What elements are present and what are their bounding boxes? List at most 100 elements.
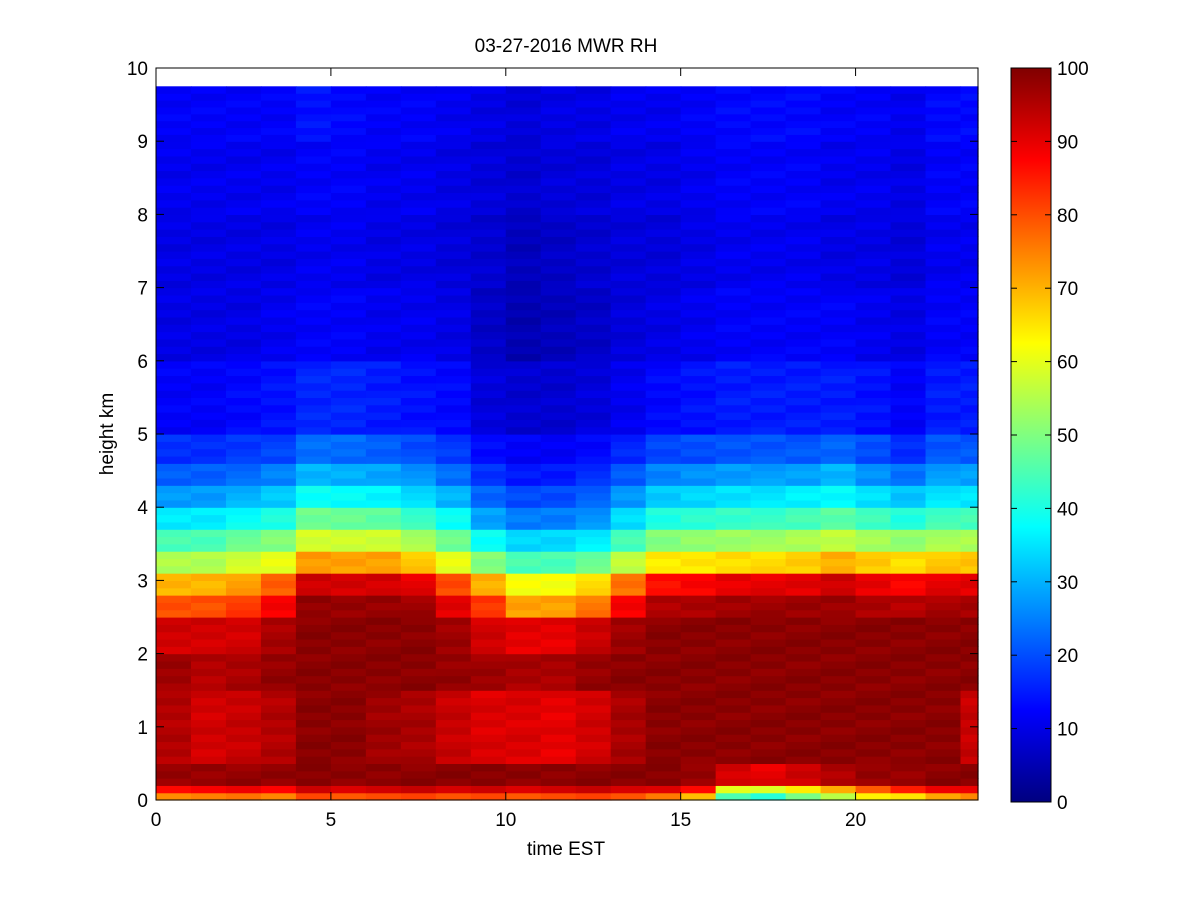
heatmap-cell	[470, 595, 507, 603]
heatmap-cell	[190, 272, 227, 281]
heatmap-cell	[785, 726, 822, 735]
heatmap-cell	[820, 258, 857, 267]
heatmap-cell	[925, 617, 962, 625]
heatmap-cell	[365, 100, 402, 108]
heatmap-cell	[330, 536, 367, 545]
heatmap-cell	[505, 631, 542, 640]
heatmap-cell	[575, 331, 612, 340]
heatmap-cell	[925, 134, 962, 142]
heatmap-cell	[400, 100, 437, 108]
heatmap-cell	[680, 638, 717, 647]
heatmap-cell	[470, 602, 507, 611]
heatmap-cell	[960, 477, 979, 486]
heatmap-cell	[610, 741, 647, 750]
heatmap-cell	[435, 668, 472, 677]
heatmap-cell	[330, 390, 367, 398]
heatmap-cell	[225, 236, 262, 245]
heatmap-cell	[680, 778, 717, 786]
x-tick-label: 15	[670, 810, 691, 831]
heatmap-cell	[785, 170, 822, 179]
heatmap-cell	[190, 221, 227, 230]
heatmap-cell	[890, 86, 927, 94]
heatmap-cell	[610, 514, 647, 523]
heatmap-cell	[785, 207, 822, 215]
heatmap-cell	[645, 280, 682, 289]
heatmap-cell	[890, 302, 927, 311]
heatmap-cell	[715, 272, 752, 281]
heatmap-cell	[960, 521, 979, 530]
heatmap-cell	[890, 543, 927, 552]
heatmap-cell	[225, 507, 262, 516]
heatmap-cell	[435, 170, 472, 179]
heatmap-cell	[715, 106, 752, 115]
heatmap-cell	[820, 617, 857, 625]
heatmap-cell	[925, 624, 962, 633]
heatmap-cell	[365, 675, 402, 684]
heatmap-cell	[680, 177, 717, 186]
heatmap-cell	[925, 229, 962, 237]
heatmap-cell	[750, 265, 787, 274]
heatmap-cell	[505, 353, 542, 362]
heatmap-cell	[645, 653, 682, 662]
heatmap-cell	[890, 265, 927, 274]
heatmap-cell	[365, 360, 402, 369]
heatmap-cell	[750, 390, 787, 398]
heatmap-cell	[960, 390, 979, 398]
heatmap-cell	[540, 177, 577, 186]
heatmap-cell	[330, 631, 367, 640]
heatmap-cell	[225, 316, 262, 325]
heatmap-cell	[960, 294, 979, 303]
heatmap-cell	[225, 346, 262, 355]
heatmap-cell	[225, 390, 262, 398]
heatmap-cell	[295, 163, 332, 172]
heatmap-cell	[330, 207, 367, 215]
heatmap-cell	[330, 551, 367, 560]
heatmap-cell	[260, 177, 297, 186]
heatmap-cell	[295, 580, 332, 589]
heatmap-cell	[820, 704, 857, 713]
heatmap-cell	[400, 470, 437, 479]
heatmap-cell	[925, 763, 962, 772]
heatmap-cell	[750, 609, 787, 618]
heatmap-cell	[400, 646, 437, 655]
heatmap-cell	[190, 324, 227, 333]
heatmap-cell	[750, 113, 787, 122]
heatmap-cell	[645, 404, 682, 413]
heatmap-cell	[715, 587, 752, 596]
heatmap-cell	[785, 470, 822, 479]
heatmap-cell	[470, 390, 507, 398]
heatmap-cell	[575, 93, 612, 101]
heatmap-cell	[890, 660, 927, 669]
heatmap-cell	[855, 236, 892, 245]
heatmap-cell	[855, 207, 892, 215]
heatmap-cell	[855, 441, 892, 450]
heatmap-cell	[645, 185, 682, 194]
heatmap-cell	[680, 792, 717, 801]
heatmap-cell	[190, 353, 227, 362]
heatmap-cell	[295, 397, 332, 406]
heatmap-cell	[925, 463, 962, 472]
heatmap-cell	[785, 382, 822, 391]
heatmap-cell	[715, 675, 752, 684]
heatmap-cell	[505, 368, 542, 377]
heatmap-cell	[365, 404, 402, 413]
heatmap-cell	[225, 770, 262, 779]
heatmap-cell	[365, 199, 402, 208]
heatmap-cell	[960, 434, 979, 442]
heatmap-cell	[820, 134, 857, 142]
heatmap-cell	[295, 100, 332, 108]
heatmap-cell	[785, 748, 822, 757]
heatmap-cell	[750, 499, 787, 508]
heatmap-cell	[750, 229, 787, 237]
heatmap-cell	[225, 763, 262, 772]
heatmap-cell	[750, 331, 787, 340]
heatmap-cell	[960, 346, 979, 355]
heatmap-cell	[190, 529, 227, 538]
heatmap-cell	[400, 302, 437, 311]
heatmap-cell	[365, 551, 402, 560]
heatmap-cell	[750, 690, 787, 699]
heatmap-cell	[330, 653, 367, 662]
heatmap-cell	[470, 170, 507, 179]
heatmap-cell	[855, 726, 892, 735]
heatmap-cell	[540, 404, 577, 413]
